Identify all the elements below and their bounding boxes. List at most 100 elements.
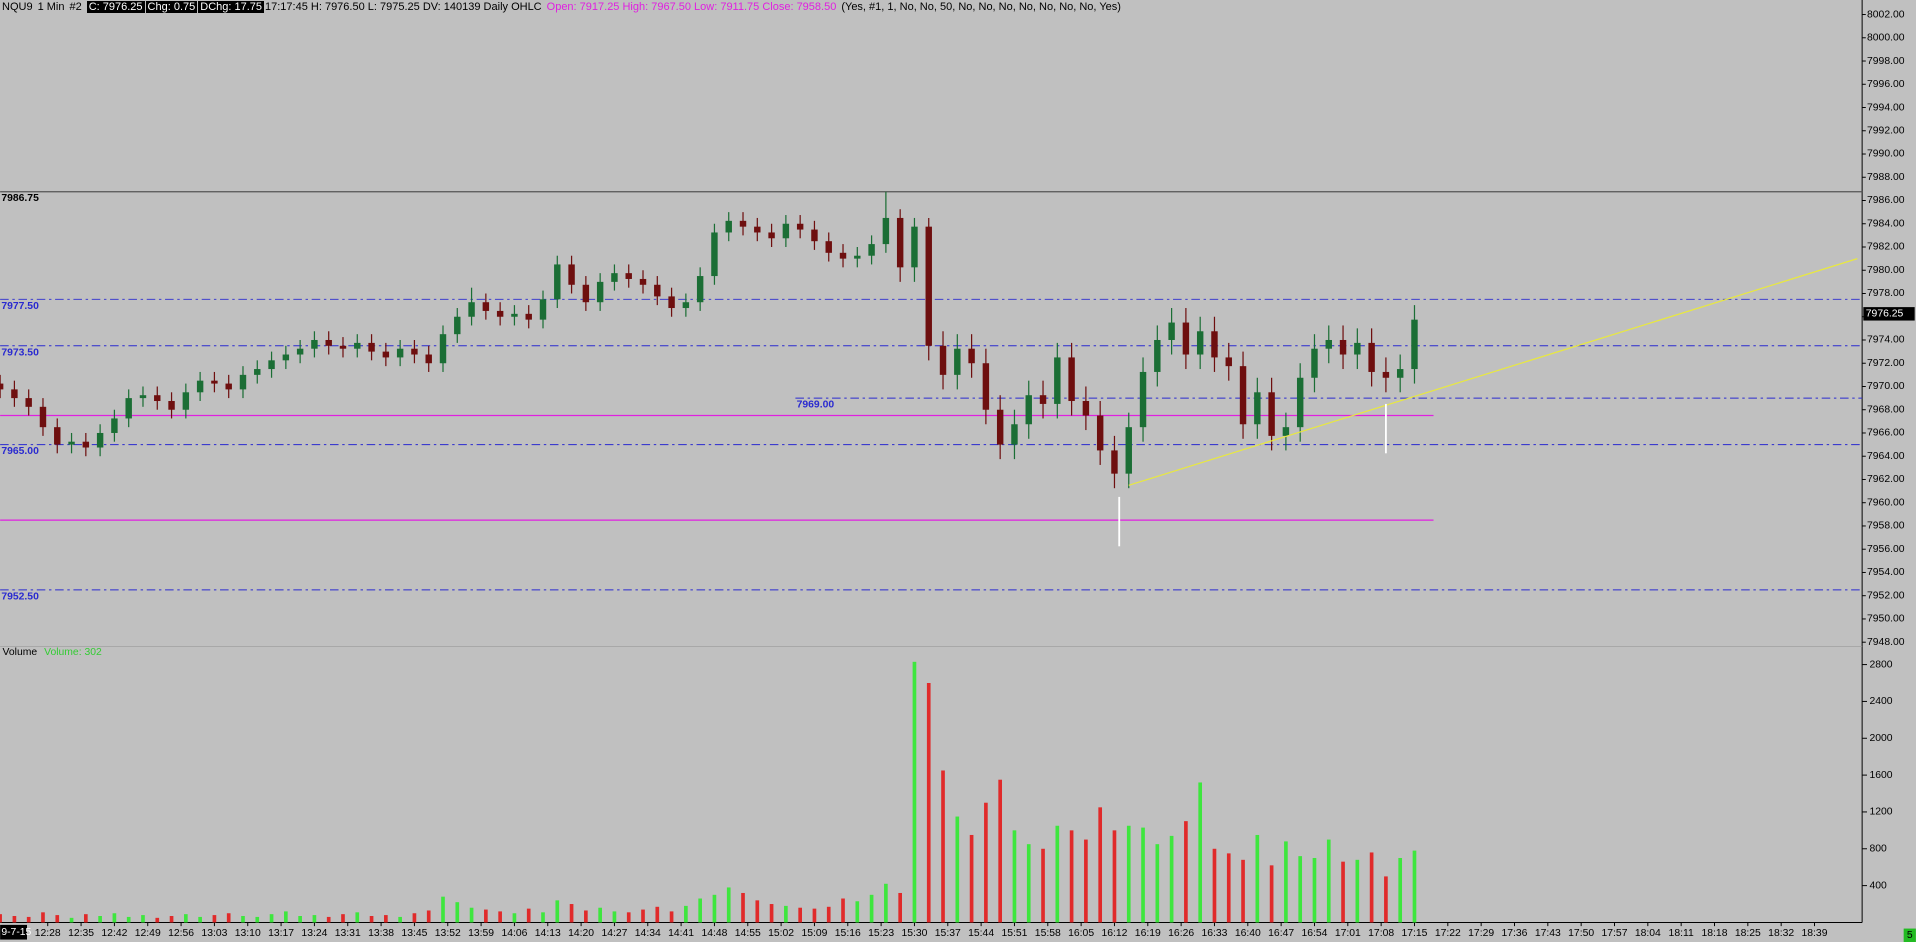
chart-number: #2	[69, 1, 82, 13]
y-tick-label: 7958.00	[1867, 521, 1905, 532]
volume-bar	[1369, 852, 1374, 923]
x-tick-label: 15:02	[768, 928, 794, 939]
volume-bar	[298, 916, 302, 923]
volume-bar	[912, 661, 917, 923]
volume-bar	[655, 906, 660, 923]
candle-body	[1011, 424, 1018, 445]
volume-bar	[1241, 859, 1245, 923]
candle-body	[468, 302, 475, 317]
y-tick-label: 7980.00	[1867, 265, 1905, 276]
status-label: 5	[1907, 930, 1913, 941]
x-tick-label: 14:41	[668, 928, 694, 939]
candle-body	[954, 348, 961, 375]
candle-body	[668, 296, 675, 309]
candle-body	[525, 313, 532, 320]
candle-body	[1096, 415, 1104, 451]
y-tick-label: 7994.00	[1867, 102, 1905, 113]
candle-body	[139, 395, 147, 399]
candle-body	[1239, 366, 1247, 425]
volume-bar	[1412, 850, 1417, 923]
x-tick-label: 15:51	[1001, 928, 1027, 939]
candle-body	[711, 232, 718, 277]
volume-bar	[1055, 825, 1060, 923]
x-tick-label: 14:48	[701, 928, 727, 939]
volume-bar	[1084, 839, 1088, 923]
volume-bar	[1226, 853, 1231, 923]
candle-body	[1282, 427, 1290, 436]
candle-body	[1182, 322, 1190, 355]
y-tick-label: 7954.00	[1867, 567, 1905, 578]
volume-bar	[384, 915, 388, 923]
volume-bar	[1155, 844, 1160, 923]
y-tick-label: 7984.00	[1867, 218, 1905, 229]
candle-body	[582, 284, 590, 303]
volume-bar	[255, 916, 260, 923]
candle-body	[968, 348, 975, 364]
candle-body	[1211, 331, 1218, 358]
candle-body	[568, 264, 575, 285]
x-tick-label: 13:59	[468, 928, 494, 939]
candle-body	[1411, 319, 1418, 370]
x-tick-label: 15:16	[835, 928, 861, 939]
candle-body	[1325, 339, 1332, 349]
candle-body	[39, 406, 47, 428]
volume-bar	[1212, 848, 1217, 923]
candle-body	[1139, 371, 1147, 428]
candle-body	[739, 220, 747, 227]
candle-body	[925, 226, 932, 346]
date-label: 9-7-15	[1, 927, 31, 938]
candle-body	[1354, 342, 1361, 355]
volume-bar	[569, 904, 574, 923]
volume-bar	[769, 904, 774, 923]
volume-bar	[998, 779, 1003, 923]
volume-bar	[1298, 856, 1303, 923]
volume-bar	[312, 915, 317, 923]
candle-body	[511, 313, 518, 317]
x-tick-label: 15:30	[901, 928, 927, 939]
candle-body	[725, 220, 732, 233]
candle-body	[54, 427, 61, 445]
candle-body	[754, 226, 761, 233]
volume-bar	[726, 887, 731, 923]
volume-tick-label: 1200	[1869, 807, 1892, 818]
x-tick-label: 17:43	[1535, 928, 1561, 939]
candle-body	[1225, 357, 1232, 367]
candle-body	[239, 374, 247, 390]
x-tick-label: 13:38	[368, 928, 394, 939]
candle-body	[0, 383, 4, 390]
volume-tick-label: 800	[1869, 844, 1887, 855]
x-tick-label: 15:58	[1035, 928, 1061, 939]
x-tick-label: 17:36	[1502, 928, 1528, 939]
volume-bar	[1269, 865, 1274, 923]
volume-bar	[455, 902, 460, 923]
x-tick-label: 13:03	[201, 928, 227, 939]
change-box: Chg: 0.75	[145, 1, 198, 13]
last-price-label: 7976.25	[1866, 309, 1904, 320]
x-tick-label: 13:31	[335, 928, 361, 939]
candle-body	[168, 401, 175, 410]
candle-body	[782, 223, 790, 239]
candle-body	[611, 273, 618, 282]
volume-bar	[712, 894, 717, 923]
candle-body	[411, 348, 418, 355]
volume-bar	[412, 913, 417, 923]
volume-bar	[484, 909, 488, 923]
candle-body	[225, 383, 232, 390]
candle-body	[25, 398, 32, 407]
x-tick-label: 16:40	[1235, 928, 1261, 939]
y-tick-label: 8002.00	[1867, 9, 1905, 20]
candle-body	[96, 432, 104, 448]
settings: (Yes, #1, 1, No, No, 50, No, No, No, No,…	[841, 1, 1121, 13]
volume-bar	[12, 916, 17, 923]
volume-bar	[41, 912, 45, 923]
volume-bar	[26, 916, 31, 923]
volume-tick-label: 2800	[1869, 659, 1892, 670]
volume-bar	[641, 909, 645, 923]
candle-body	[796, 223, 804, 230]
x-tick-label: 17:22	[1435, 928, 1461, 939]
volume-bar	[55, 915, 60, 923]
x-tick-label: 16:47	[1268, 928, 1294, 939]
volume-tick-label: 2000	[1869, 733, 1892, 744]
x-tick-label: 17:15	[1401, 928, 1427, 939]
x-tick-label: 12:28	[35, 928, 61, 939]
